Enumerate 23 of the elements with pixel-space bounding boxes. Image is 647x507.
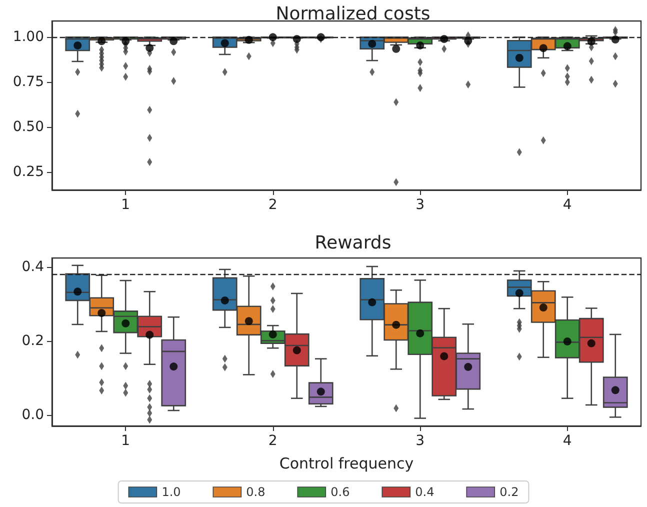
y-tick-label: 0.2 — [22, 333, 44, 350]
x-tick-label: 3 — [416, 433, 425, 449]
y-tick-label: 0.25 — [12, 164, 44, 180]
x-tick-label: 3 — [416, 197, 425, 213]
y-tick-label: 0.0 — [22, 406, 44, 423]
legend-label: 0.6 — [330, 485, 350, 499]
legend-label: 0.8 — [246, 485, 266, 499]
y-tick-label: 0.50 — [12, 119, 44, 136]
chart-title: Normalized costs — [276, 4, 430, 24]
x-tick-label: 1 — [121, 197, 130, 213]
x-axis-title: Control frequency — [279, 454, 414, 472]
y-tick-label: 0.4 — [22, 259, 44, 276]
legend-label: 0.4 — [415, 485, 434, 499]
y-tick-label: 0.75 — [12, 74, 44, 90]
legend-label: 1.0 — [162, 485, 181, 499]
chart-title: Rewards — [314, 232, 392, 254]
legend-label: 0.2 — [500, 485, 519, 499]
x-tick-label: 2 — [268, 433, 278, 449]
x-tick-label: 4 — [562, 433, 572, 449]
y-tick-label: 1.00 — [12, 29, 44, 46]
x-tick-label: 4 — [562, 197, 572, 213]
x-tick-label: 1 — [121, 433, 130, 449]
x-tick-label: 2 — [268, 197, 278, 213]
